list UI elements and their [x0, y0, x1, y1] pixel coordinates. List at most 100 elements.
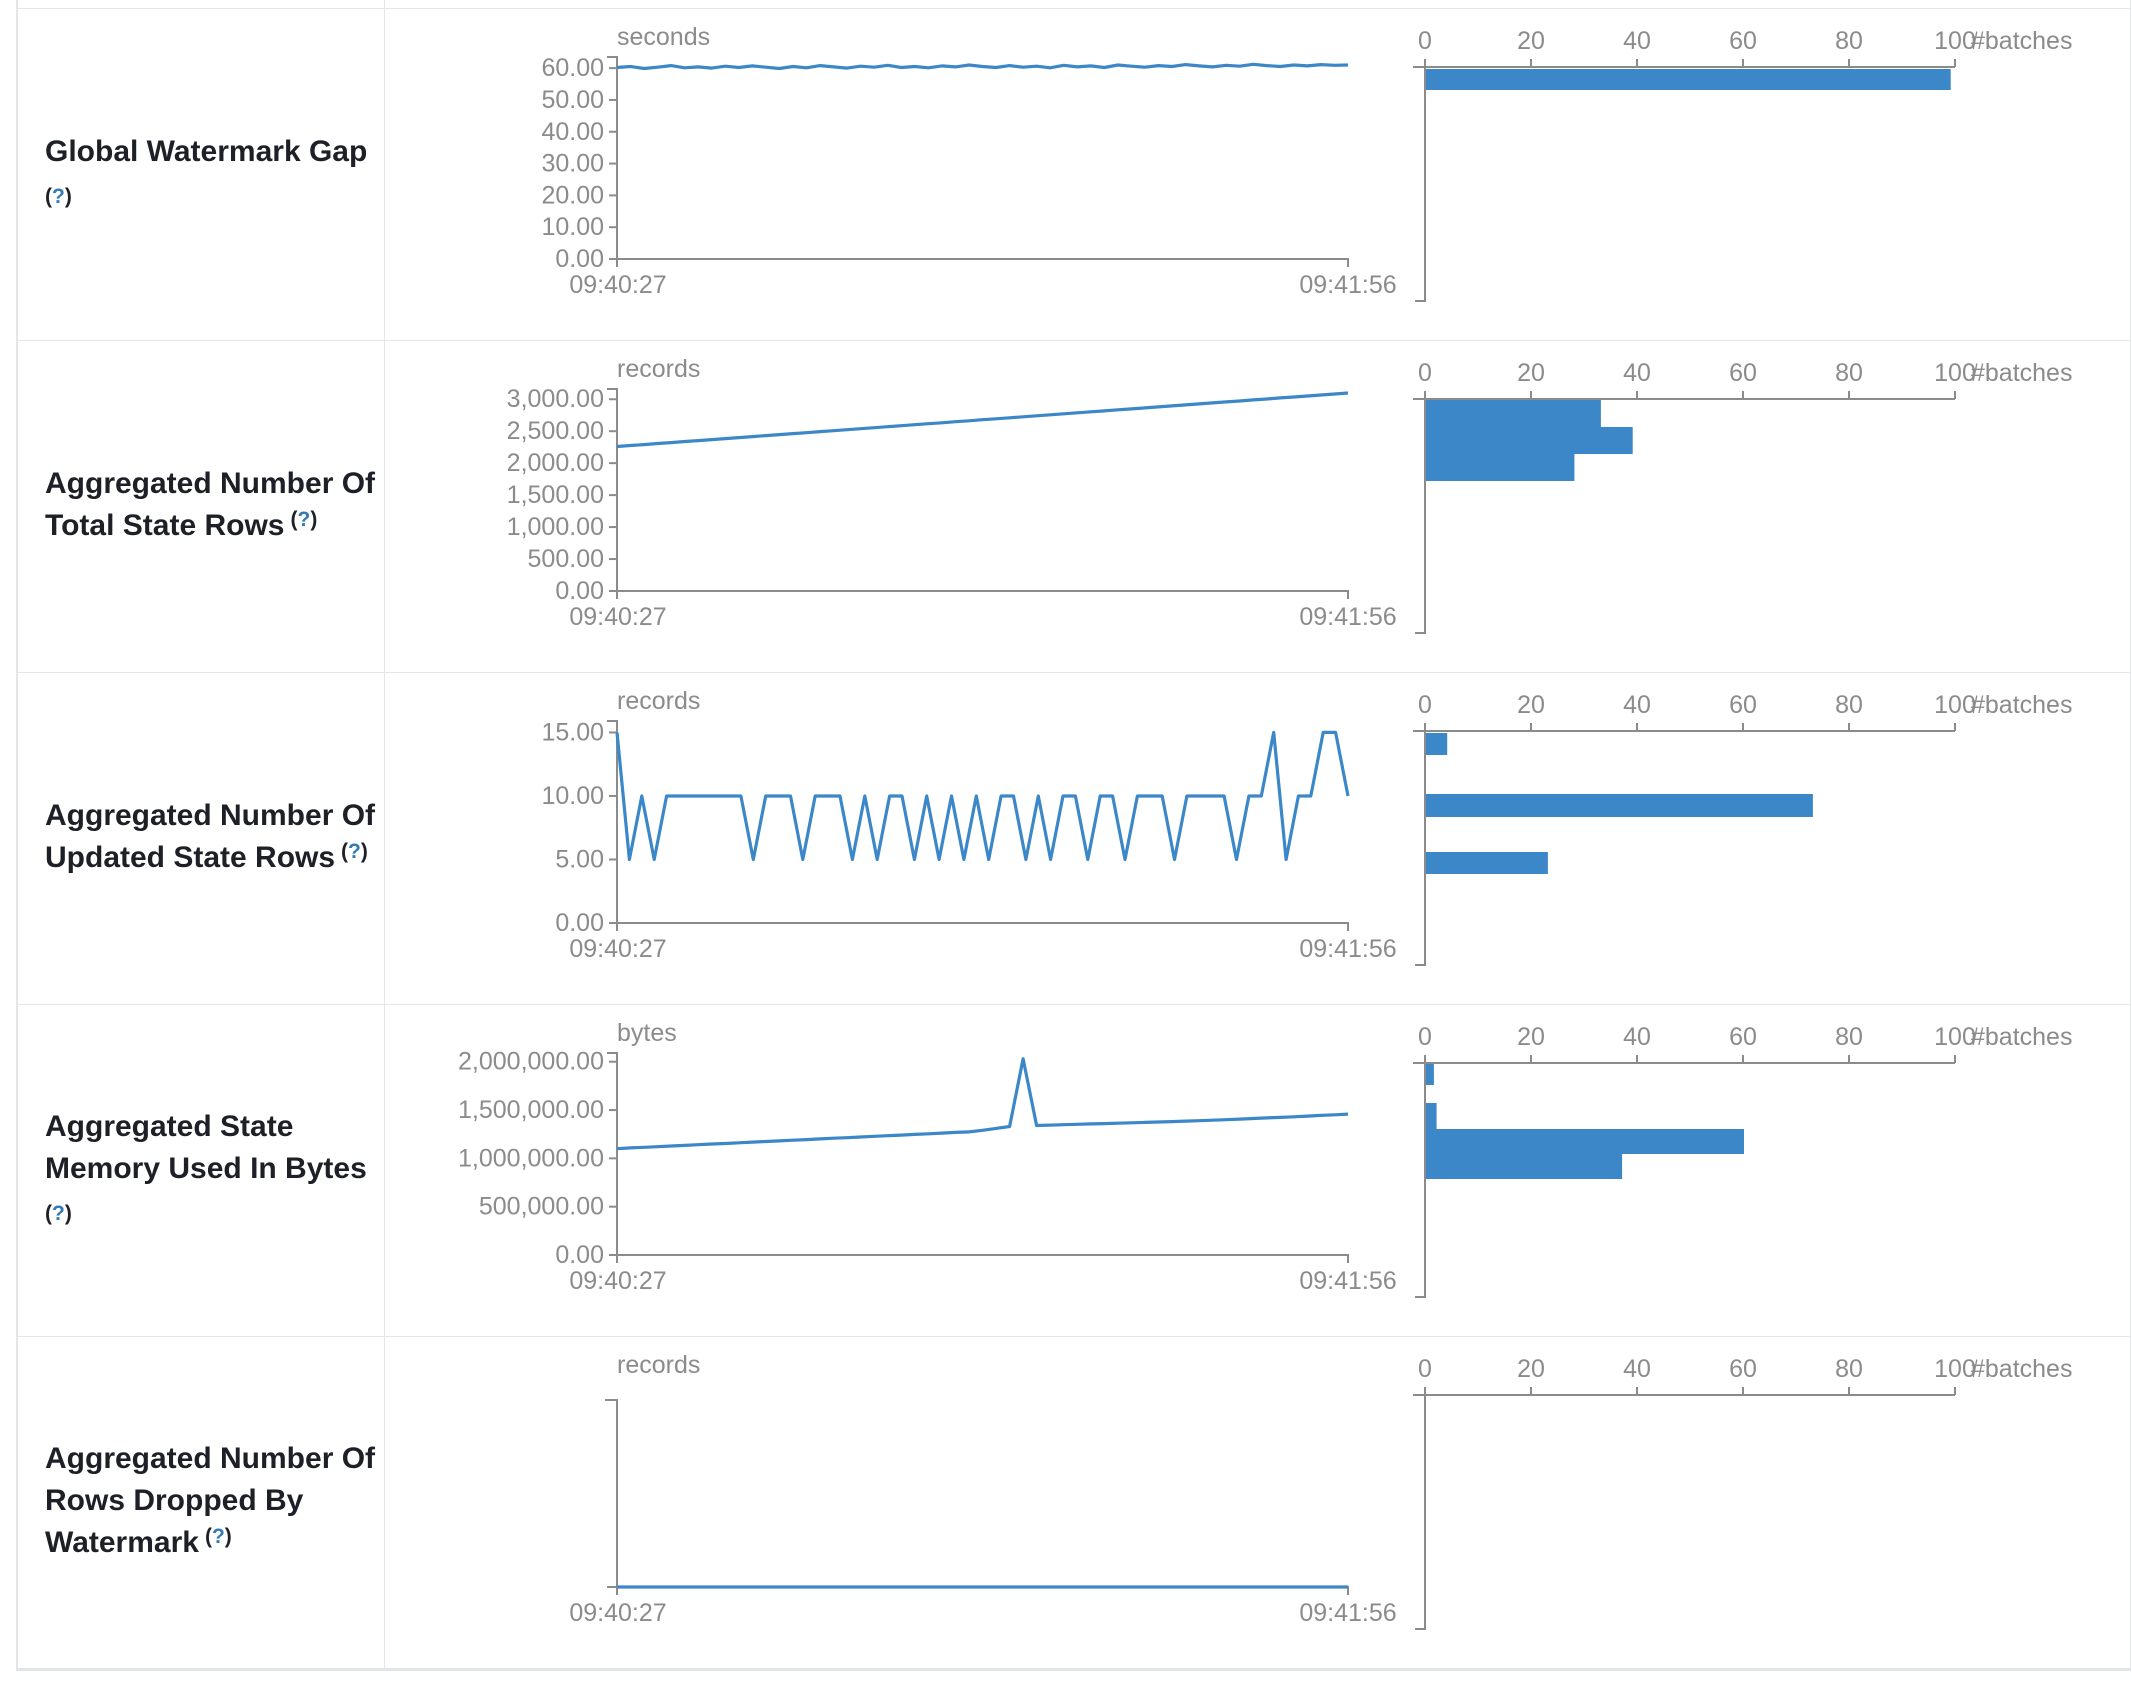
help-text: ) [64, 1202, 72, 1225]
metric-charts-cell: seconds 60.00 50.00 40.00 30.00 20.00 10.00 0.0… [385, 9, 2130, 340]
histogram-bar [1426, 427, 1633, 454]
histogram-tick-label: 100 [1934, 359, 1976, 387]
y-axis-tick-label: 2,000.00 [507, 449, 604, 477]
previous-row-sliver [18, 0, 2130, 8]
histogram-y-axis [1415, 731, 1426, 966]
metric-row-0: Global Watermark Gap (?) seconds 60.00 50.0… [18, 8, 2130, 340]
metric-label-line: Aggregated Number Of [45, 1442, 376, 1475]
y-axis-tick-label: 500,000.00 [479, 1193, 604, 1221]
metric-label-line: Watermark (?) [45, 1525, 232, 1559]
help-text: ) [310, 508, 318, 531]
help-text: ( [45, 1202, 52, 1225]
y-axis-tick-label: 60.00 [541, 54, 604, 82]
metric-charts-cell: records 3,000.00 2,500.00 2,000.00 1,500.00 1… [385, 341, 2130, 672]
histogram-bar [1426, 1064, 1434, 1085]
y-axis-tick-label: 0.00 [555, 577, 604, 605]
column-divider [384, 0, 385, 8]
histogram-bar [1426, 1129, 1744, 1154]
streaming-statistics-table: Global Watermark Gap (?) seconds 60.00 50.0… [16, 0, 2131, 1671]
timeline-chart: records 09:40:27 09:41:56 [569, 1351, 1396, 1627]
histogram-tick-label: 60 [1729, 27, 1757, 55]
x-start-label: 09:40:27 [569, 603, 666, 631]
metric-label-line: Aggregated State [45, 1110, 294, 1143]
metric-label-line: Aggregated Number Of [45, 467, 376, 500]
help-link[interactable]: (?) [45, 185, 72, 208]
histogram-tick-label: 60 [1729, 1023, 1757, 1051]
histogram-tick-label: 40 [1623, 1023, 1651, 1051]
histogram-bar [1426, 1103, 1437, 1129]
timeline-x-axis [616, 922, 1349, 931]
histogram-bar [1426, 733, 1448, 755]
histogram-tick-label: 20 [1517, 1355, 1545, 1383]
metric-label-line: Memory Used In Bytes [45, 1152, 367, 1185]
histogram-tick-label: 20 [1517, 359, 1545, 387]
timeline-chart: seconds 60.00 50.00 40.00 30.00 20.00 10.00 0.0… [541, 23, 1396, 299]
histogram-tick-label: 20 [1517, 691, 1545, 719]
histogram-tick-label: 0 [1418, 691, 1432, 719]
timeline-x-axis [616, 258, 1349, 267]
metric-row-2: Aggregated Number Of Updated State Rows (?… [18, 672, 2130, 1004]
histogram-tick-label: 100 [1934, 27, 1976, 55]
metric-help-line: (?) [45, 1190, 376, 1235]
histogram-tick-label: 80 [1835, 27, 1863, 55]
timeline-unit-label: records [617, 355, 700, 383]
y-axis-tick-label: 2,000,000.00 [458, 1048, 604, 1076]
histogram-tick-label: 80 [1835, 1355, 1863, 1383]
histogram-bar [1426, 1154, 1623, 1179]
help-text: ( [45, 185, 52, 208]
y-axis-tick-label: 500.00 [528, 545, 604, 573]
histogram-chart: 0 20 40 60 80 100#batches [1413, 1023, 2072, 1298]
timeline-y-axis [607, 720, 618, 923]
timeline-line [615, 730, 1350, 862]
help-link[interactable]: (?) [45, 1202, 72, 1225]
timeline-chart: records 3,000.00 2,500.00 2,000.00 1,500.00 1… [507, 355, 1397, 631]
help-link[interactable]: (?) [290, 508, 317, 531]
batches-label: #batches [1971, 691, 2072, 719]
metric-label-cell: Aggregated Number Of Updated State Rows (?… [18, 673, 385, 1004]
timeline-y-axis [607, 56, 618, 259]
y-axis-tick-label: 50.00 [541, 86, 604, 114]
help-text: ( [290, 508, 298, 531]
histogram-chart: 0 20 40 60 80 100#batches [1413, 359, 2072, 634]
y-axis-tick-label: 10.00 [541, 782, 604, 810]
metric-row-3: Aggregated State Memory Used In Bytes (?) … [18, 1004, 2130, 1336]
metric-label-cell: Global Watermark Gap (?) [18, 9, 385, 340]
histogram-bar [1426, 69, 1951, 90]
y-axis-tick-label: 1,500,000.00 [458, 1096, 604, 1124]
histogram-bar [1426, 852, 1548, 874]
batches-label: #batches [1971, 1023, 2072, 1051]
histogram-y-axis [1415, 1395, 1426, 1630]
y-axis-tick-label: 5.00 [555, 845, 604, 873]
histogram-bar [1426, 454, 1575, 481]
metric-charts-svg: records 3,000.00 2,500.00 2,000.00 1,500.00 1… [507, 355, 2072, 634]
help-link[interactable]: (?) [205, 1525, 232, 1548]
help-text: ) [224, 1525, 232, 1548]
x-end-label: 09:41:56 [1299, 603, 1396, 631]
metric-row-4: Aggregated Number Of Rows Dropped By Water… [18, 1336, 2130, 1668]
metric-row-1: Aggregated Number Of Total State Rows (?) … [18, 340, 2130, 672]
histogram-tick-label: 60 [1729, 1355, 1757, 1383]
y-axis-tick-label: 3,000.00 [507, 385, 604, 413]
help-text: ( [341, 840, 349, 863]
y-axis-tick-label: 1,000.00 [507, 513, 604, 541]
histogram-chart: 0 20 40 60 80 100#batches [1413, 1355, 2072, 1630]
histogram-tick-label: 0 [1418, 27, 1432, 55]
metric-charts-svg: seconds 60.00 50.00 40.00 30.00 20.00 10.00 0.0… [541, 23, 2072, 302]
help-text: ) [360, 840, 368, 863]
y-axis-tick-label: 2,500.00 [507, 417, 604, 445]
y-axis-tick-label: 20.00 [541, 181, 604, 209]
timeline-y-axis [607, 1052, 618, 1255]
timeline-x-axis [616, 1254, 1349, 1263]
metric-label-line: Updated State Rows (?) [45, 840, 368, 874]
y-axis-tick-label: 15.00 [541, 718, 604, 746]
histogram-tick-label: 0 [1418, 1023, 1432, 1051]
histogram-chart: 0 20 40 60 80 100#batches [1413, 27, 2072, 302]
timeline-x-axis [616, 590, 1349, 599]
histogram-tick-label: 0 [1418, 1355, 1432, 1383]
help-link[interactable]: (?) [341, 840, 368, 863]
timeline-unit-label: seconds [617, 23, 710, 51]
timeline-line [616, 62, 1349, 71]
y-axis-tick-label: 30.00 [541, 150, 604, 178]
